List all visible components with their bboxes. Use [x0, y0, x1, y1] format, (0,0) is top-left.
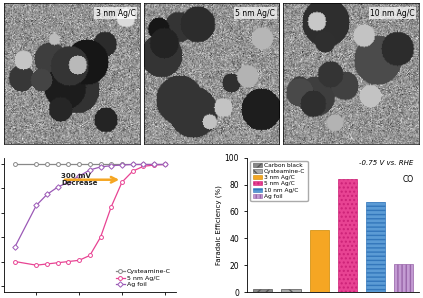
Bar: [366, 202, 385, 292]
Cysteamine-C: [151, 163, 157, 166]
Ag foil: [34, 204, 39, 207]
Ag foil: [66, 180, 71, 184]
Cysteamine-C: [119, 163, 124, 166]
Cysteamine-C: [141, 163, 146, 166]
5 nm Ag/C: [130, 169, 135, 173]
Text: 10 nm Ag/C: 10 nm Ag/C: [370, 9, 415, 18]
5 nm Ag/C: [98, 235, 103, 239]
Text: 300 mV
Decrease: 300 mV Decrease: [61, 173, 97, 186]
Ag foil: [151, 163, 157, 166]
Ag foil: [98, 165, 103, 169]
5 nm Ag/C: [151, 163, 157, 167]
5 nm Ag/C: [87, 254, 92, 257]
5 nm Ag/C: [12, 260, 17, 263]
Cysteamine-C: [12, 163, 17, 166]
Ag foil: [130, 163, 135, 166]
Ag foil: [162, 163, 168, 166]
Line: 5 nm Ag/C: 5 nm Ag/C: [13, 162, 167, 267]
5 nm Ag/C: [119, 180, 124, 184]
Bar: [338, 179, 357, 292]
Ag foil: [12, 245, 17, 249]
Cysteamine-C: [109, 163, 114, 166]
Cysteamine-C: [162, 163, 168, 166]
Text: -0.75 V vs. RHE: -0.75 V vs. RHE: [360, 160, 414, 167]
Cysteamine-C: [34, 163, 39, 166]
Bar: [253, 289, 272, 292]
Ag foil: [44, 193, 49, 196]
5 nm Ag/C: [44, 262, 49, 266]
Legend: Cysteamine-C, 5 nm Ag/C, Ag foil: Cysteamine-C, 5 nm Ag/C, Ag foil: [114, 267, 173, 289]
Legend: Carbon black, Cysteamine-C, 3 nm Ag/C, 5 nm Ag/C, 10 nm Ag/C, Ag foil: Carbon black, Cysteamine-C, 3 nm Ag/C, 5…: [250, 161, 308, 201]
Y-axis label: Faradaic Efficiency (%): Faradaic Efficiency (%): [215, 185, 222, 265]
Cysteamine-C: [130, 163, 135, 166]
5 nm Ag/C: [141, 164, 146, 168]
Cysteamine-C: [66, 163, 71, 166]
Line: Ag foil: Ag foil: [13, 162, 167, 249]
Ag foil: [87, 168, 92, 172]
Text: 3 nm Ag/C: 3 nm Ag/C: [96, 9, 136, 18]
5 nm Ag/C: [162, 163, 168, 166]
Text: CO: CO: [403, 175, 414, 184]
5 nm Ag/C: [77, 258, 82, 262]
Cysteamine-C: [87, 163, 92, 166]
Ag foil: [119, 163, 124, 167]
Ag foil: [55, 185, 60, 189]
Cysteamine-C: [44, 163, 49, 166]
Ag foil: [109, 164, 114, 167]
5 nm Ag/C: [109, 205, 114, 208]
Ag foil: [77, 174, 82, 178]
Cysteamine-C: [77, 163, 82, 166]
Bar: [281, 289, 301, 292]
Cysteamine-C: [55, 163, 60, 166]
5 nm Ag/C: [55, 261, 60, 265]
Text: 5 nm Ag/C: 5 nm Ag/C: [235, 9, 275, 18]
Bar: [394, 264, 413, 292]
Line: Cysteamine-C: Cysteamine-C: [13, 162, 167, 166]
Cysteamine-C: [98, 163, 103, 166]
Bar: [310, 230, 329, 292]
Ag foil: [141, 163, 146, 166]
5 nm Ag/C: [34, 263, 39, 267]
5 nm Ag/C: [66, 260, 71, 263]
